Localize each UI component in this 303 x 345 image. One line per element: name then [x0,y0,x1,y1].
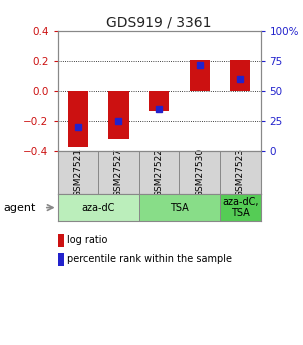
Text: GSM27522: GSM27522 [155,148,164,197]
Bar [68,91,88,147]
Text: TSA: TSA [170,203,189,213]
Text: GSM27521: GSM27521 [73,148,82,197]
Text: agent: agent [3,203,35,213]
Bar [98,151,139,194]
Bar [220,151,261,194]
Bar [58,194,139,221]
Text: log ratio: log ratio [67,235,107,245]
Bar [108,91,129,139]
Text: aza-dC,
TSA: aza-dC, TSA [222,197,258,218]
Bar [190,60,210,91]
Bar [179,151,220,194]
Text: GSM27530: GSM27530 [195,148,204,197]
Bar [230,60,251,91]
Bar [149,91,169,111]
Bar [139,151,179,194]
Bar [220,194,261,221]
Text: aza-dC: aza-dC [82,203,115,213]
Text: percentile rank within the sample: percentile rank within the sample [67,254,232,264]
Bar [139,194,220,221]
Bar [58,151,98,194]
Title: GDS919 / 3361: GDS919 / 3361 [106,16,212,30]
Text: GSM27527: GSM27527 [114,148,123,197]
Text: GSM27523: GSM27523 [236,148,245,197]
